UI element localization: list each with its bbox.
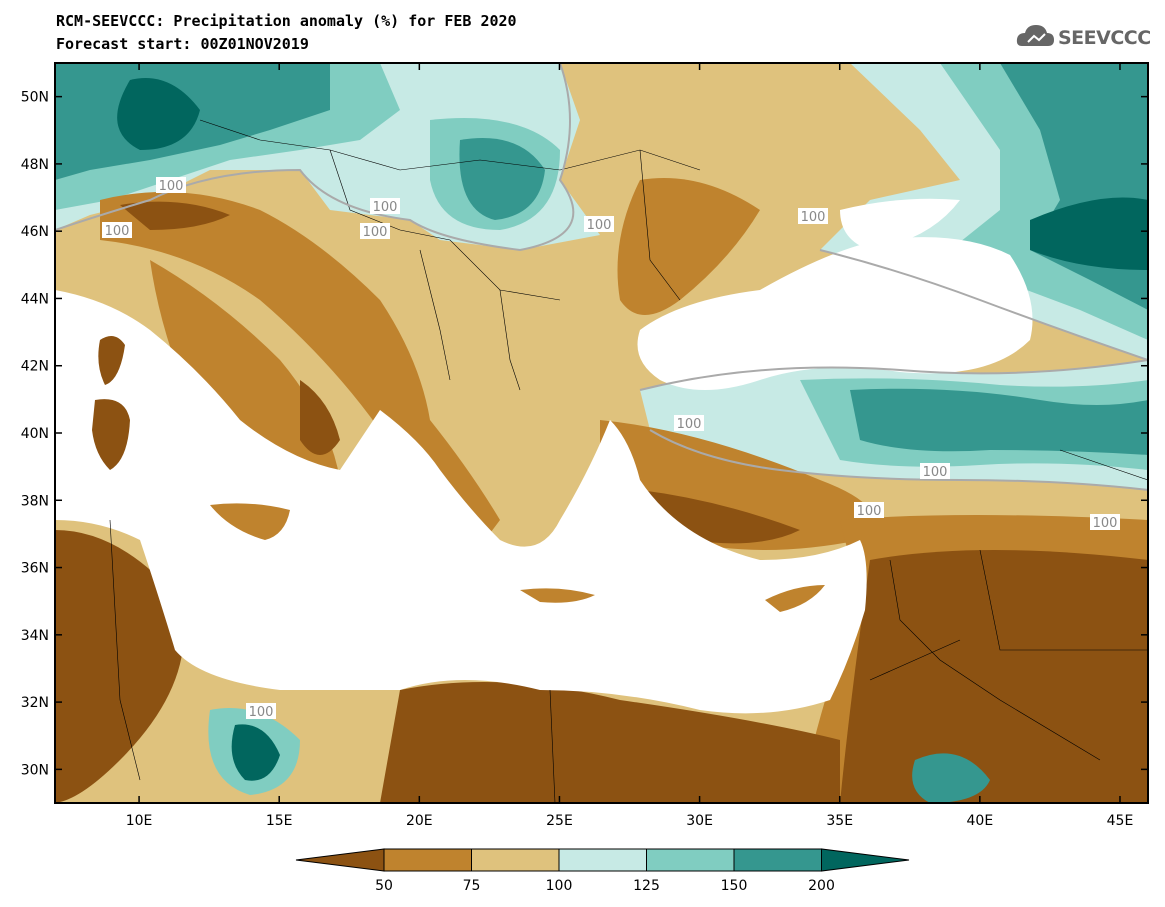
colorbar-label: 100 [546,878,573,894]
lon-tick-label: 25E [546,813,573,829]
contour-label: 100 [1093,516,1118,531]
lon-tick-label: 35E [826,813,853,829]
crete [520,588,595,603]
contour-label: 100 [249,705,274,720]
longitude-axis: 10E 15E 20E 25E 30E 35E 40E 45E [126,63,1134,829]
lat-tick-label: 30N [21,762,49,778]
contour-label: 100 [677,417,702,432]
colorbar-segment [558,848,647,872]
contour-label-bg [920,463,950,479]
field-dry-alps-south [120,201,230,230]
lat-tick-label: 36N [21,561,49,577]
colorbar-label: 150 [721,878,748,894]
colorbar-label: 75 [463,878,481,894]
cloud-icon [1016,25,1054,46]
lon-tick-label: 20E [406,813,433,829]
map-field [55,63,1148,803]
field-wet-hungary-core [459,138,545,220]
field-dry-middle-east-core [840,550,1148,803]
seevccc-logo [1016,20,1156,54]
contour-label: 100 [373,200,398,215]
contour-label: 100 [857,504,882,519]
lon-tick-label: 40E [967,813,994,829]
lon-tick-label: 30E [686,813,713,829]
lat-tick-label: 42N [21,359,49,375]
forecast-start-label: Forecast start: 00Z01NOV2019 [56,35,309,53]
colorbar-segment [821,848,910,872]
colorbar: 50 75 100 125 150 200 [295,848,910,894]
colorbar-segment [733,848,822,872]
colorbar-segment [295,848,385,872]
lat-tick-label: 48N [21,157,49,173]
corsica [98,336,125,385]
lat-tick-label: 34N [21,628,49,644]
contour-label-bg [102,222,132,238]
field-dry-egypt [380,682,840,803]
contour-label-bg [798,208,828,224]
field-wet-arabia [912,753,990,803]
field-dry-italy-core [300,380,340,455]
contour-label: 100 [801,210,826,225]
contour-100-lines [55,63,1148,491]
lat-tick-label: 50N [21,90,49,106]
colorbar-segment [646,848,735,872]
contour-label-bg [1090,514,1120,530]
black-sea [637,237,1033,390]
contour-label-bg [854,502,884,518]
field-wet-turkey-3 [850,388,1148,455]
contour-label: 100 [105,224,130,239]
field-wet-libya-core [231,724,280,781]
lat-tick-label: 44N [21,291,49,307]
contour-label: 100 [923,465,948,480]
colorbar-segment [471,848,560,872]
sea-of-azov [840,198,960,250]
contour-labels: 100 100 100 100 100 100 100 100 100 100 … [102,177,1120,720]
field-wet-east-core [1030,197,1148,270]
contour-label-bg [674,415,704,431]
lat-tick-label: 46N [21,224,49,240]
colorbar-segment [383,848,472,872]
country-borders [109,119,1148,803]
lat-tick-label: 40N [21,426,49,442]
latitude-axis: 50N 48N 46N 44N 42N 40N 38N 36N 34N 32N 30N [21,90,1148,778]
lat-tick-label: 32N [21,695,49,711]
contour-label: 100 [159,179,184,194]
colorbar-label: 200 [808,878,835,894]
lon-tick-label: 10E [126,813,153,829]
field-dry-moldova [617,178,760,315]
map-title: RCM-SEEVCCC: Precipitation anomaly (%) f… [56,12,517,30]
colorbar-label: 125 [633,878,660,894]
sicily [210,503,290,540]
logo-text: SEEVCCC [1058,27,1151,49]
contour-label: 100 [587,218,612,233]
contour-label-bg [360,223,390,239]
contour-label-bg [156,177,186,193]
lon-tick-label: 45E [1107,813,1134,829]
lat-tick-label: 38N [21,493,49,509]
contour-label-bg [246,703,276,719]
lon-tick-label: 15E [266,813,293,829]
contour-label-bg [370,198,400,214]
field-dry-tunisia [55,530,184,803]
colorbar-label: 50 [375,878,393,894]
cyprus [765,585,825,612]
field-wet-core-alps [117,78,200,150]
mediterranean-sea [55,290,867,714]
sardinia [92,399,130,470]
contour-label-bg [584,216,614,232]
contour-label: 100 [363,225,388,240]
